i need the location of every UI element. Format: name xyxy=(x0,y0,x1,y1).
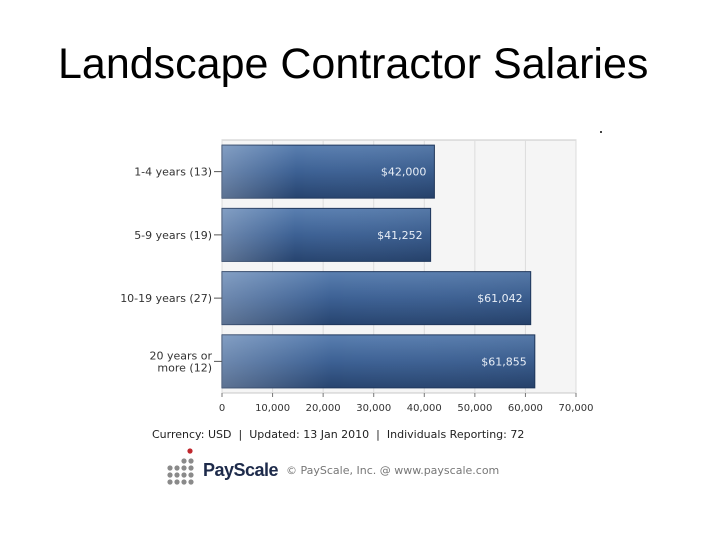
logo-dot xyxy=(181,472,187,478)
bar-shine xyxy=(222,145,435,199)
category-label: 5-9 years (19) xyxy=(134,229,212,242)
x-tick-label: 10,000 xyxy=(255,403,290,414)
brand-name: PayScale xyxy=(203,460,279,480)
logo-dot xyxy=(167,472,173,478)
logo-dot xyxy=(174,472,180,478)
category-labels: 1-4 years (13) 5-9 years (19) 10-19 years … xyxy=(118,166,222,374)
logo-dot xyxy=(174,479,180,485)
updated-text: Updated: 13 Jan 2010 xyxy=(249,428,370,441)
stray-dot xyxy=(600,131,602,133)
logo-dot xyxy=(188,479,194,485)
logo-dot xyxy=(188,472,194,478)
payscale-logo-icon xyxy=(167,448,194,485)
x-tick-label: 30,000 xyxy=(356,403,391,414)
brand-copyright: © PayScale, Inc. @ www.payscale.com xyxy=(286,464,500,477)
bar-value-label: $61,855 xyxy=(481,355,527,368)
x-tick-label: 70,000 xyxy=(559,403,594,414)
logo-dot xyxy=(188,458,194,464)
separator: | xyxy=(238,428,243,441)
logo-dot xyxy=(181,479,187,485)
category-label: more (12) xyxy=(157,361,212,374)
logo-dot xyxy=(174,465,180,471)
x-tick-label: 50,000 xyxy=(457,403,492,414)
bar-shine xyxy=(222,271,531,325)
bar-value-label: $42,000 xyxy=(381,166,427,179)
bar-shine xyxy=(222,208,431,262)
x-tick-label: 0 xyxy=(219,403,225,414)
logo-dot xyxy=(181,458,187,464)
bar-value-label: $41,252 xyxy=(377,229,423,242)
currency-text: Currency: USD xyxy=(152,428,232,441)
x-axis-ticks: 0 10,000 20,000 30,000 40,000 50,000 60,000 70,… xyxy=(219,393,594,414)
chart-footer-info: Currency: USD | Updated: 13 Jan 2010 | Indiv… xyxy=(152,428,524,441)
bars: $42,000 $41,252 $61,042 $61,855 xyxy=(221,144,536,389)
logo-dot xyxy=(181,465,187,471)
x-tick-label: 20,000 xyxy=(306,403,341,414)
x-tick-label: 40,000 xyxy=(407,403,442,414)
logo-dot xyxy=(167,465,173,471)
bar-shine xyxy=(222,334,535,388)
x-tick-label: 60,000 xyxy=(508,403,543,414)
slide-title: Landscape Contractor Salaries xyxy=(58,40,649,88)
logo-dot xyxy=(187,448,193,454)
logo-dot xyxy=(188,465,194,471)
category-label: 10-19 years (27) xyxy=(120,292,212,305)
reporting-text: Individuals Reporting: 72 xyxy=(386,428,525,441)
category-label: 20 years or xyxy=(149,349,212,362)
category-label: 1-4 years (13) xyxy=(134,166,212,179)
separator: | xyxy=(376,428,380,441)
bar-value-label: $61,042 xyxy=(477,292,523,305)
logo-dot xyxy=(167,479,173,485)
